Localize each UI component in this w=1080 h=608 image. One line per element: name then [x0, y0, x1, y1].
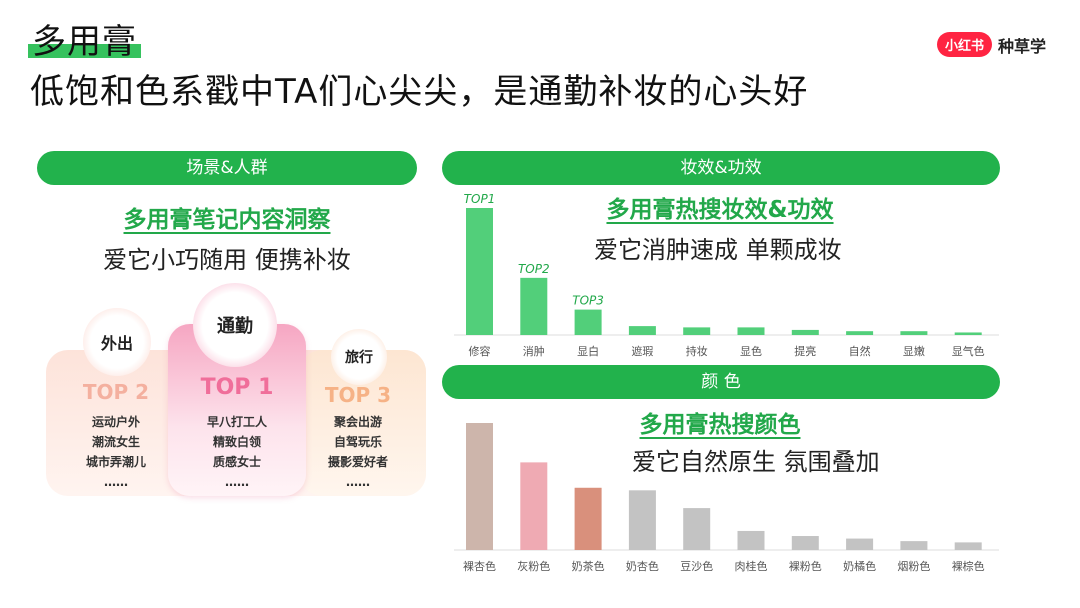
pill-scene: 场景&人群: [37, 151, 417, 185]
brand: 小红书 种草学: [936, 32, 1046, 57]
bar: [628, 326, 656, 335]
left-subheading: 爱它小巧随用 便携补妆: [103, 246, 351, 274]
list-item: 聚会出游: [333, 415, 382, 429]
bar: [520, 462, 548, 550]
card-rank-center: TOP 1: [200, 375, 274, 400]
bar: [628, 490, 656, 550]
x-tick-label: 奶橘色: [843, 559, 876, 573]
card-list-left: 运动户外 潮流女生 城市弄潮儿 ……: [66, 412, 166, 492]
list-item: 城市弄潮儿: [85, 455, 146, 469]
effect-heading: 多用膏热搜妆效&功效: [606, 197, 834, 223]
kicker-text: 多用膏: [32, 22, 137, 62]
x-tick-label: 烟粉色: [897, 559, 930, 573]
bar: [737, 327, 765, 335]
bar: [520, 277, 548, 335]
card-rank-left: TOP 2: [82, 380, 150, 404]
data-annotation: TOP3: [572, 294, 604, 308]
x-tick-label: 消肿: [523, 344, 545, 358]
x-tick-label: 肉桂色: [735, 559, 768, 573]
list-item: 潮流女生: [91, 435, 140, 449]
page-kicker: 多用膏: [28, 22, 141, 62]
card-rank-right: TOP 3: [324, 383, 392, 407]
bar: [683, 508, 711, 550]
bar: [466, 423, 493, 550]
list-item: ……: [346, 475, 370, 489]
bar: [791, 329, 819, 335]
list-item: 精致白领: [212, 435, 261, 449]
bar: [954, 332, 982, 335]
x-tick-label: 裸粉色: [789, 559, 822, 573]
pill-effect: 妆效&功效: [442, 151, 1000, 185]
x-tick-label: 提亮: [794, 344, 816, 358]
bar: [846, 538, 874, 550]
x-tick-label: 修容: [469, 344, 491, 358]
x-tick-label: 豆沙色: [680, 559, 713, 573]
card-circle-center: 通勤: [193, 283, 277, 367]
x-tick-label: 裸杏色: [463, 559, 496, 573]
x-tick-label: 持妆: [686, 344, 708, 358]
x-tick-label: 遮瑕: [631, 344, 653, 358]
x-tick-label: 显色: [740, 344, 762, 358]
pill-color: 颜 色: [442, 365, 1000, 399]
card-list-right: 聚会出游 自驾玩乐 摄影爱好者 ……: [308, 412, 408, 492]
bar: [466, 208, 493, 335]
color-heading: 多用膏热搜颜色: [639, 412, 801, 438]
card-circle-left: 外出: [83, 308, 151, 376]
brand-text: 种草学: [997, 36, 1046, 56]
x-tick-label: 裸棕色: [952, 559, 985, 573]
list-item: 质感女士: [212, 455, 261, 469]
data-annotation: TOP2: [518, 262, 550, 276]
list-item: ……: [104, 475, 128, 489]
brand-logo: 小红书: [936, 32, 992, 57]
color-subheading: 爱它自然原生 氛围叠加: [632, 448, 880, 476]
list-item: 早八打工人: [206, 415, 267, 429]
bar: [574, 487, 602, 550]
data-annotation: TOP1: [464, 192, 496, 206]
x-tick-label: 显嫩: [903, 344, 925, 358]
effect-chart: 修容 TOP1 消肿 TOP2 显白 TOP3 遮瑕 持妆 显色 提亮 自然 显嫩 显气色: [454, 192, 999, 358]
x-tick-label: 奶杏色: [626, 559, 659, 573]
card-circle-right: 旅行: [331, 329, 387, 385]
list-item: 自驾玩乐: [333, 435, 382, 449]
bar: [737, 530, 765, 550]
color-chart: 裸杏色 灰粉色 奶茶色 奶杏色 豆沙色 肉桂色 裸粉色 奶橘色 烟粉色 裸棕色: [454, 423, 999, 573]
list-item: 摄影爱好者: [327, 455, 388, 469]
left-heading: 多用膏笔记内容洞察: [123, 207, 331, 233]
bar: [574, 309, 602, 335]
x-tick-label: 显气色: [952, 344, 985, 358]
effect-subheading: 爱它消肿速成 单颗成妆: [594, 236, 842, 264]
list-item: 运动户外: [91, 415, 140, 429]
page-title: 低饱和色系戳中TA们心尖尖，是通勤补妆的心头好: [30, 72, 809, 112]
bar: [900, 331, 928, 335]
card-list-center: 早八打工人 精致白领 质感女士 ……: [185, 412, 289, 492]
x-tick-label: 灰粉色: [517, 559, 550, 573]
bar: [954, 542, 982, 550]
x-tick-label: 显白: [577, 344, 599, 358]
bar: [791, 536, 819, 550]
list-item: ……: [225, 475, 249, 489]
bar: [846, 331, 874, 335]
x-tick-label: 奶茶色: [572, 559, 605, 573]
bar: [900, 541, 928, 550]
x-tick-label: 自然: [849, 344, 871, 358]
bar: [683, 327, 711, 335]
